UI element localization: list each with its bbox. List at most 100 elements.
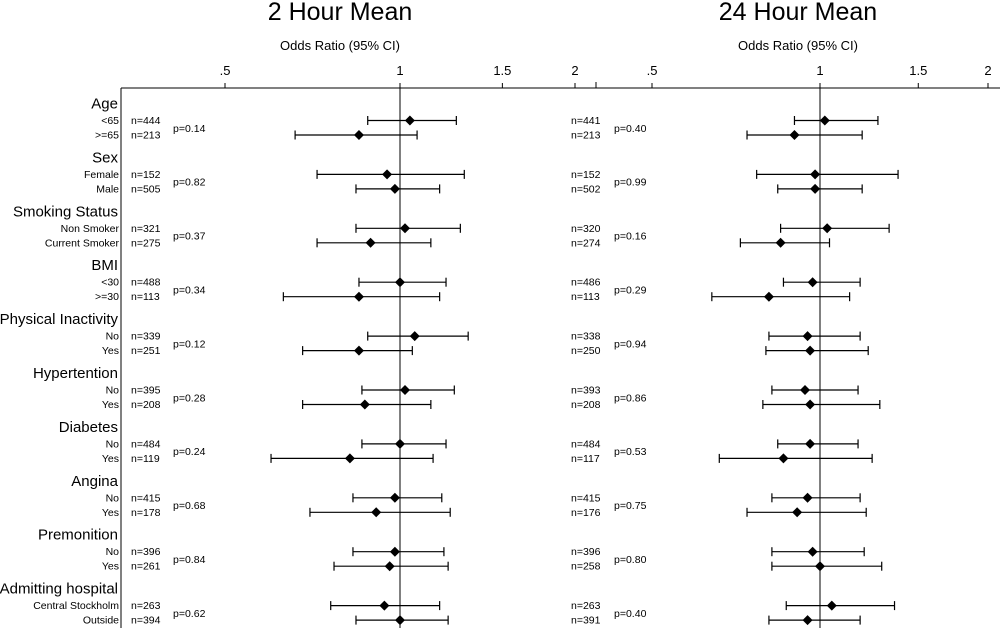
n-label: n=339 [131,331,161,343]
category-label: Non Smoker [61,223,120,235]
variable-label: Admitting hospital [0,581,118,598]
n-label: n=261 [131,561,161,573]
group-angina: Angina No n=415 Yes n=178 p=0.68 [71,473,451,519]
n-label: n=152 [131,169,161,181]
n-label: n=117 [571,453,600,465]
odds-ratio-marker [763,291,774,302]
odds-ratio-marker [389,492,400,503]
odds-ratio-marker [353,345,364,356]
group-physical-inactivity: n=338 n=250 p=0.94 [571,331,869,357]
odds-ratio-marker [805,345,816,356]
odds-ratio-marker [389,546,400,557]
odds-ratio-marker [353,291,364,302]
variable-label: Age [91,96,118,113]
group-admitting-hospital: n=263 n=391 p=0.40 [571,600,896,627]
p-value-label: p=0.99 [614,177,647,189]
n-label: n=444 [131,115,161,127]
n-label: n=486 [571,277,601,289]
p-value-label: p=0.29 [614,284,647,296]
category-label: Yes [102,399,119,411]
odds-ratio-marker [344,453,355,464]
panel-title: 24 Hour Mean [719,0,877,26]
n-label: n=213 [131,130,161,142]
n-label: n=213 [571,130,601,142]
group-bmi: n=486 n=113 p=0.29 [571,277,861,303]
odds-ratio-marker [802,331,813,342]
group-physical-inactivity: Physical Inactivity No n=339 Yes n=251 p=0.12 [0,311,469,357]
odds-ratio-marker [810,169,821,180]
p-value-label: p=0.37 [173,231,206,243]
p-value-label: p=0.28 [173,392,206,404]
odds-ratio-marker [807,277,818,288]
n-label: n=484 [571,438,601,450]
category-label: <30 [101,277,119,289]
p-value-label: p=0.40 [614,123,647,135]
n-label: n=263 [571,600,601,612]
n-label: n=275 [131,237,161,249]
p-value-label: p=0.86 [614,392,647,404]
variable-label: Premonition [38,527,118,544]
odds-ratio-marker [382,169,393,180]
category-label: No [106,492,120,504]
group-age: Age <65 n=444 >=65 n=213 p=0.14 [91,96,457,142]
p-value-label: p=0.53 [614,446,647,458]
category-label: No [106,385,120,397]
panel-title: 2 Hour Mean [268,0,413,26]
odds-ratio-marker [365,237,376,248]
n-label: n=415 [131,492,161,504]
odds-ratio-marker [822,223,833,234]
n-label: n=394 [131,615,161,627]
category-label: Yes [102,453,119,465]
n-label: n=391 [571,615,601,627]
n-label: n=488 [131,277,161,289]
odds-ratio-marker [395,438,405,449]
n-label: n=274 [571,237,601,249]
odds-ratio-marker [815,561,825,572]
odds-ratio-marker [826,600,837,611]
n-label: n=119 [131,453,160,465]
group-bmi: BMI <30 n=488 >=30 n=113 p=0.34 [91,257,447,303]
n-label: n=263 [131,600,161,612]
variable-label: Sex [92,149,118,166]
group-premonition: n=396 n=258 p=0.80 [571,546,883,573]
category-label: Yes [102,561,119,573]
odds-ratio-marker [404,115,415,126]
n-label: n=484 [131,438,161,450]
group-premonition: Premonition No n=396 Yes n=261 p=0.84 [38,527,449,573]
group-diabetes: Diabetes No n=484 Yes n=119 p=0.24 [59,419,447,465]
n-label: n=441 [571,115,601,127]
x-axis-label: Odds Ratio (95% CI) [738,38,858,53]
odds-ratio-marker [379,600,390,611]
x-tick-label: 2 [984,63,991,78]
category-label: >=65 [95,130,119,142]
n-label: n=395 [131,385,161,397]
group-hypertention: Hypertention No n=395 Yes n=208 p=0.28 [33,365,455,411]
variable-label: Physical Inactivity [0,311,118,328]
group-sex: n=152 n=502 p=0.99 [571,169,899,195]
p-value-label: p=0.40 [614,608,647,620]
odds-ratio-marker [819,115,830,126]
panel-1: 2 Hour Mean Odds Ratio (95% CI) .5 1 1.5 2 Age… [0,0,596,628]
x-tick-label: .5 [647,63,658,78]
category-label: Yes [102,345,119,357]
n-label: n=251 [131,345,161,357]
p-value-label: p=0.80 [614,554,647,566]
n-label: n=338 [571,331,601,343]
p-value-label: p=0.12 [173,338,206,350]
x-tick-label: 1 [396,63,403,78]
p-value-label: p=0.14 [173,123,206,135]
x-tick-label: 1.5 [909,63,927,78]
category-label: Outside [83,615,119,627]
odds-ratio-marker [384,561,395,572]
group-hypertention: n=393 n=208 p=0.86 [571,385,881,411]
odds-ratio-marker [802,492,813,503]
category-label: Male [96,183,119,195]
p-value-label: p=0.82 [173,177,206,189]
category-label: Current Smoker [45,237,120,249]
n-label: n=250 [571,345,601,357]
x-tick-label: .5 [220,63,231,78]
category-label: Female [84,169,119,181]
odds-ratio-marker [395,615,405,626]
odds-ratio-marker [389,183,400,194]
odds-ratio-marker [789,130,800,140]
